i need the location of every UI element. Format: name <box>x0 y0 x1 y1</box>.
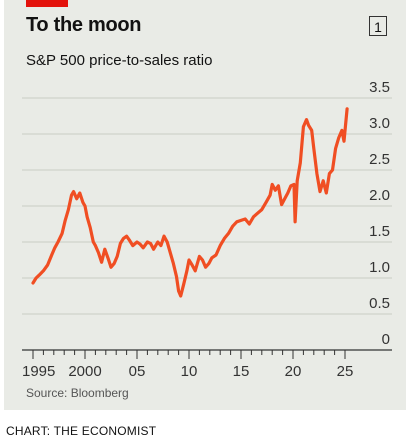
x-tick-label: 25 <box>337 363 354 380</box>
brand-accent-bar <box>26 0 68 7</box>
y-tick-label: 0.5 <box>369 295 390 312</box>
grid-lines <box>22 97 392 351</box>
x-tick-label: 10 <box>181 363 198 380</box>
x-tick-label: 1995 <box>22 363 55 380</box>
chart-title: To the moon <box>26 14 142 36</box>
x-tick-label: 05 <box>129 363 146 380</box>
chart-number-badge: 1 <box>369 16 387 36</box>
x-tick-label: 2000 <box>68 363 101 380</box>
x-tick-label: 20 <box>285 363 302 380</box>
y-tick-label: 2.0 <box>369 187 390 204</box>
line-chart: 0 0.5 1.0 1.5 2.0 2.5 3.0 3.5 1995 2000 05 10 15 20 2… <box>22 79 392 380</box>
x-axis-ticks <box>32 350 346 359</box>
y-tick-label: 3.0 <box>369 115 390 132</box>
x-tick-label: 15 <box>233 363 250 380</box>
y-tick-label: 0 <box>382 331 390 348</box>
y-tick-label: 3.5 <box>369 79 390 96</box>
series-line-price-to-sales <box>31 107 349 298</box>
source-note: Source: Bloomberg <box>26 386 129 400</box>
y-tick-label: 1.0 <box>369 259 390 276</box>
y-tick-label: 2.5 <box>369 151 390 168</box>
y-tick-label: 1.5 <box>369 223 390 240</box>
chart-credit: CHART: THE ECONOMIST <box>6 424 157 438</box>
y-axis-labels: 0 0.5 1.0 1.5 2.0 2.5 3.0 3.5 <box>369 79 390 348</box>
chart-subtitle: S&P 500 price-to-sales ratio <box>26 52 213 69</box>
x-axis-labels: 1995 2000 05 10 15 20 25 <box>22 363 353 380</box>
